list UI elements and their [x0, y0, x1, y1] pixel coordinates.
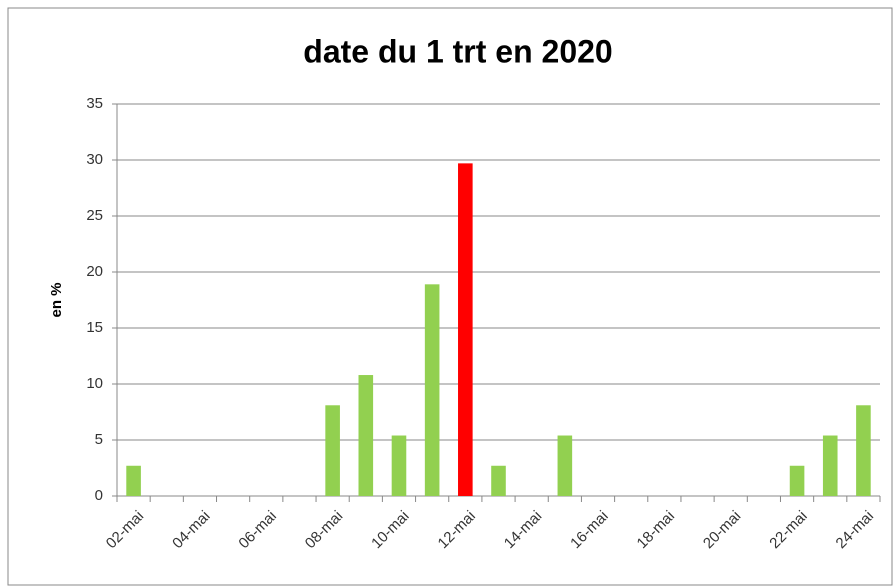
y-tick-label: 10 — [86, 375, 103, 392]
bar — [557, 435, 573, 496]
bar — [789, 465, 805, 496]
y-tick-label: 20 — [86, 263, 103, 280]
y-tick-label: 25 — [86, 207, 103, 224]
bar — [458, 163, 473, 497]
y-tick-label: 15 — [86, 319, 103, 336]
y-tick-label: 30 — [86, 151, 103, 168]
y-axis-label: en % — [48, 282, 65, 317]
bar — [424, 284, 440, 496]
bar — [491, 465, 506, 496]
bar — [325, 405, 340, 496]
chart-title: date du 1 trt en 2020 — [303, 33, 612, 69]
y-tick-label: 5 — [95, 431, 103, 448]
y-tick-label: 0 — [95, 487, 103, 504]
y-tick-label: 35 — [86, 95, 103, 112]
bar — [391, 435, 407, 496]
bar — [856, 405, 871, 496]
bar — [126, 465, 141, 496]
bar — [822, 435, 838, 496]
chart-border — [7, 7, 893, 586]
bar — [358, 375, 374, 496]
